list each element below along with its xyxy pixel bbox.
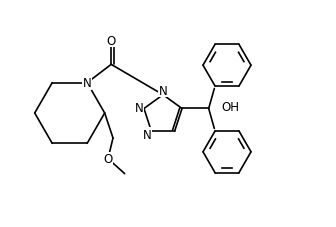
Text: N: N [159, 84, 168, 97]
Text: O: O [103, 153, 113, 165]
Text: OH: OH [221, 101, 239, 114]
Text: N: N [143, 128, 152, 141]
Text: N: N [83, 77, 92, 90]
Text: N: N [135, 101, 143, 114]
Text: O: O [107, 35, 116, 48]
